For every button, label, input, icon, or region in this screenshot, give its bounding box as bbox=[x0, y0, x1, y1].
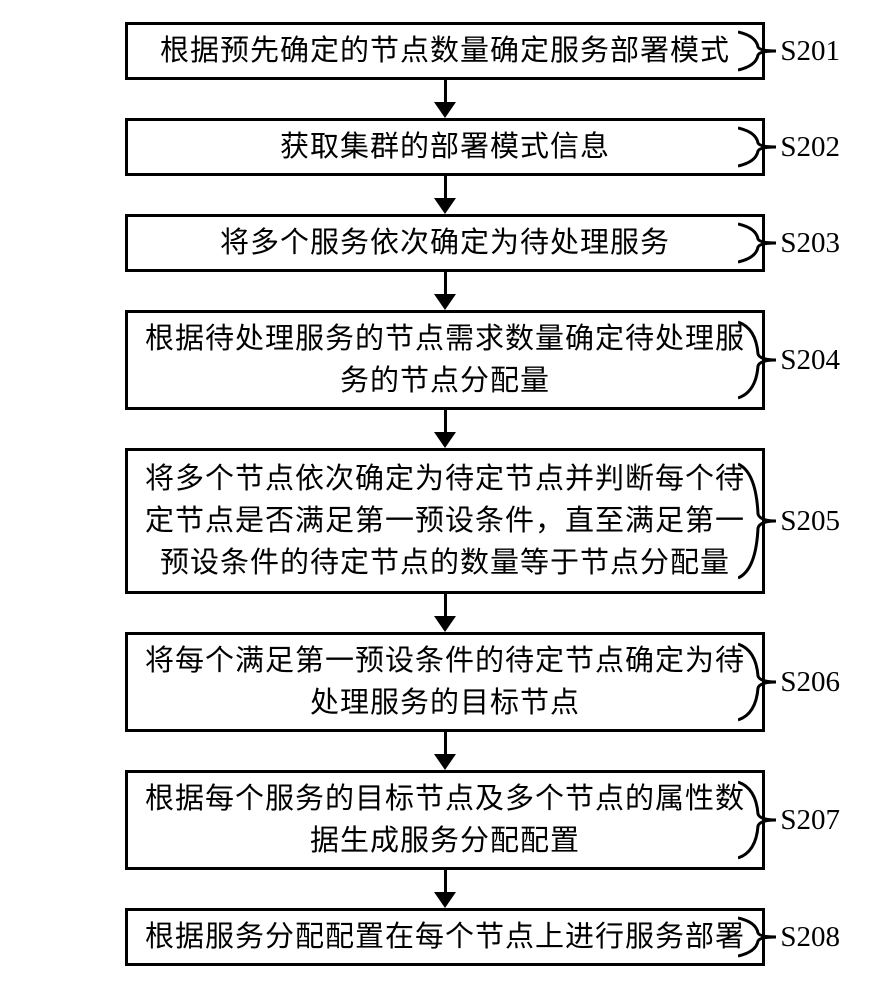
step-id-label: S204 bbox=[780, 344, 840, 377]
step-label-group: S204 bbox=[738, 310, 840, 410]
arrow-down-icon bbox=[434, 870, 456, 908]
step-box-3: 将多个服务依次确定为待处理服务 bbox=[125, 214, 765, 272]
step-text: 根据服务分配配置在每个节点上进行服务部署 bbox=[145, 916, 745, 958]
step-text: 将多个节点依次确定为待定节点并判断每个待定节点是否满足第一预设条件，直至满足第一… bbox=[142, 458, 748, 584]
brace-icon bbox=[738, 770, 778, 870]
arrow-down-icon bbox=[434, 410, 456, 448]
arrow-down-icon bbox=[434, 732, 456, 770]
brace-icon bbox=[738, 118, 778, 176]
brace-icon bbox=[738, 310, 778, 410]
step-box-6: 将每个满足第一预设条件的待定节点确定为待处理服务的目标节点 bbox=[125, 632, 765, 732]
step-label-group: S205 bbox=[738, 448, 840, 594]
step-box-7: 根据每个服务的目标节点及多个节点的属性数据生成服务分配配置 bbox=[125, 770, 765, 870]
step-label-group: S207 bbox=[738, 770, 840, 870]
step-id-label: S202 bbox=[780, 131, 840, 164]
brace-icon bbox=[738, 908, 778, 966]
step-text: 获取集群的部署模式信息 bbox=[280, 126, 610, 168]
step-box-4: 根据待处理服务的节点需求数量确定待处理服务的节点分配量 bbox=[125, 310, 765, 410]
step-label-group: S208 bbox=[738, 908, 840, 966]
step-label-group: S201 bbox=[738, 22, 840, 80]
step-label-group: S203 bbox=[738, 214, 840, 272]
step-box-1: 根据预先确定的节点数量确定服务部署模式 bbox=[125, 22, 765, 80]
step-row: 根据每个服务的目标节点及多个节点的属性数据生成服务分配配置 S207 bbox=[60, 770, 830, 870]
arrow-down-icon bbox=[434, 80, 456, 118]
step-text: 根据每个服务的目标节点及多个节点的属性数据生成服务分配配置 bbox=[142, 778, 748, 862]
step-row: 根据服务分配配置在每个节点上进行服务部署 S208 bbox=[60, 908, 830, 966]
step-text: 根据待处理服务的节点需求数量确定待处理服务的节点分配量 bbox=[142, 318, 748, 402]
step-id-label: S201 bbox=[780, 35, 840, 68]
arrow-down-icon bbox=[434, 594, 456, 632]
brace-icon bbox=[738, 214, 778, 272]
step-id-label: S205 bbox=[780, 505, 840, 538]
step-box-2: 获取集群的部署模式信息 bbox=[125, 118, 765, 176]
step-row: 将多个节点依次确定为待定节点并判断每个待定节点是否满足第一预设条件，直至满足第一… bbox=[60, 448, 830, 594]
step-row: 获取集群的部署模式信息 S202 bbox=[60, 118, 830, 176]
step-id-label: S206 bbox=[780, 666, 840, 699]
step-row: 根据待处理服务的节点需求数量确定待处理服务的节点分配量 S204 bbox=[60, 310, 830, 410]
brace-icon bbox=[738, 22, 778, 80]
arrow-down-icon bbox=[434, 272, 456, 310]
step-row: 根据预先确定的节点数量确定服务部署模式 S201 bbox=[60, 22, 830, 80]
step-id-label: S207 bbox=[780, 804, 840, 837]
arrow-down-icon bbox=[434, 176, 456, 214]
step-text: 根据预先确定的节点数量确定服务部署模式 bbox=[160, 30, 730, 72]
step-label-group: S202 bbox=[738, 118, 840, 176]
step-label-group: S206 bbox=[738, 632, 840, 732]
step-box-8: 根据服务分配配置在每个节点上进行服务部署 bbox=[125, 908, 765, 966]
step-text: 将每个满足第一预设条件的待定节点确定为待处理服务的目标节点 bbox=[142, 640, 748, 724]
step-box-5: 将多个节点依次确定为待定节点并判断每个待定节点是否满足第一预设条件，直至满足第一… bbox=[125, 448, 765, 594]
step-id-label: S208 bbox=[780, 921, 840, 954]
step-text: 将多个服务依次确定为待处理服务 bbox=[220, 222, 670, 264]
step-row: 将多个服务依次确定为待处理服务 S203 bbox=[60, 214, 830, 272]
brace-icon bbox=[738, 448, 778, 594]
step-id-label: S203 bbox=[780, 227, 840, 260]
brace-icon bbox=[738, 632, 778, 732]
flowchart-container: 根据预先确定的节点数量确定服务部署模式 S201 获取集群的部署模式信息 S20… bbox=[60, 22, 830, 966]
step-row: 将每个满足第一预设条件的待定节点确定为待处理服务的目标节点 S206 bbox=[60, 632, 830, 732]
